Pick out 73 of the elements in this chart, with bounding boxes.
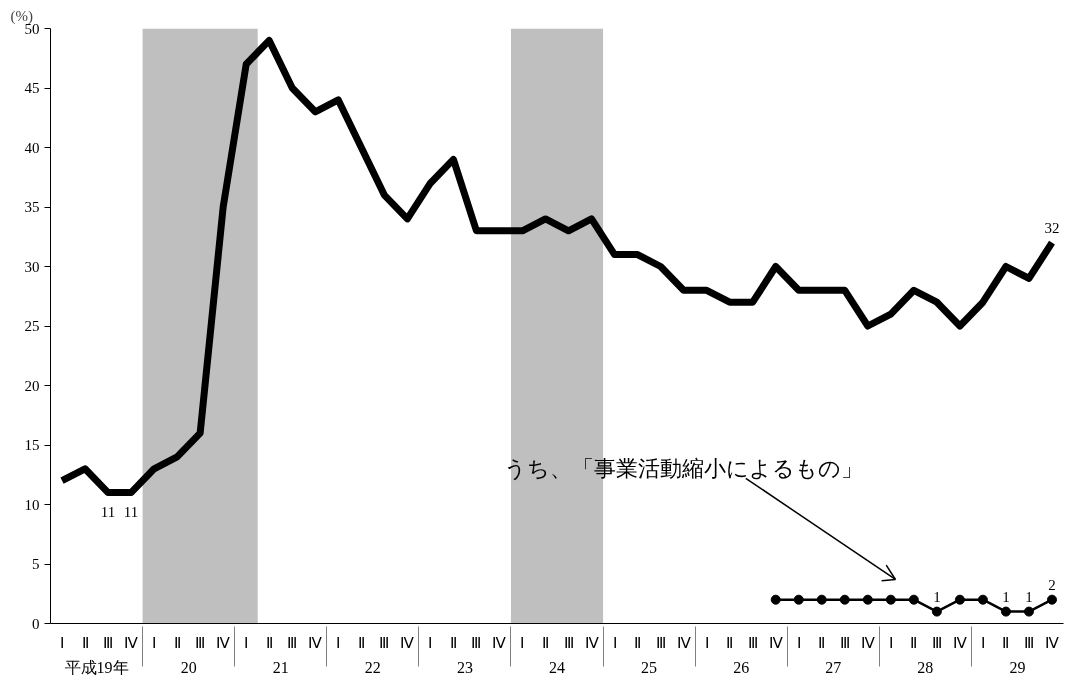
y-tick-label: 10 (24, 496, 40, 513)
x-tick-label: Ⅰ (980, 634, 985, 651)
y-tick-label: 35 (24, 199, 40, 215)
x-tick-label: Ⅱ (726, 634, 734, 651)
x-tick-label: Ⅲ (379, 634, 390, 651)
x-tick-label: Ⅳ (860, 634, 875, 651)
text: 27 (825, 658, 842, 676)
x-tick-label: Ⅱ (357, 634, 365, 651)
y-tick-label: 0 (32, 615, 40, 632)
x-tick-label: Ⅱ (1002, 634, 1010, 651)
x-tick-label: Ⅳ (124, 634, 139, 651)
x-tick-label: Ⅱ (81, 634, 89, 651)
x-tick-label: Ⅲ (747, 634, 758, 651)
annotation: うち、「事業活動縮小によるもの」 (504, 455, 864, 481)
x-tick-label: Ⅲ (655, 634, 666, 651)
text: 23 (456, 658, 473, 676)
x-tick-label: Ⅳ (308, 634, 323, 651)
text: 26 (733, 658, 750, 676)
y-tick-label: 25 (24, 318, 40, 334)
x-tick-label: Ⅳ (492, 634, 507, 651)
x-tick-label: Ⅳ (584, 634, 599, 651)
x-tick-label: Ⅲ (471, 634, 482, 651)
x-tick-label: Ⅱ (634, 634, 642, 651)
x-tick-label: Ⅲ (839, 634, 850, 651)
x-tick-label: Ⅰ (428, 634, 433, 651)
data-label: 1 (1002, 588, 1010, 605)
x-tick-label: Ⅳ (952, 634, 967, 651)
x-tick-label: Ⅳ (400, 634, 415, 651)
x-tick-label: Ⅲ (195, 634, 206, 651)
text: 25 (641, 658, 658, 676)
x-tick-label: Ⅱ (818, 634, 826, 651)
x-tick-label: Ⅲ (287, 634, 298, 651)
text: 22 (364, 658, 381, 676)
x-tick-label: Ⅲ (563, 634, 574, 651)
x-tick-label: Ⅲ (1023, 634, 1034, 651)
text: 21 (272, 658, 289, 676)
text: 28 (917, 658, 934, 676)
y-tick-label: 15 (24, 437, 40, 453)
x-tick-label: Ⅰ (244, 634, 249, 651)
text: 平成19年 (64, 658, 129, 676)
data-label: 32 (1044, 219, 1060, 236)
x-tick-label: Ⅱ (265, 634, 273, 651)
data-label: 1 (933, 588, 941, 605)
x-tick-label: Ⅳ (676, 634, 691, 651)
x-tick-label: Ⅰ (796, 634, 801, 651)
y-tick-label: 5 (32, 556, 40, 572)
x-tick-label: Ⅰ (336, 634, 341, 651)
x-tick-label: Ⅰ (152, 634, 157, 651)
x-tick-label: Ⅰ (888, 634, 893, 651)
data-label: 11 (123, 503, 139, 520)
data-label: 11 (100, 503, 116, 520)
y-tick-label: 20 (24, 377, 40, 394)
data-label: 2 (1048, 576, 1056, 593)
text: 24 (549, 658, 565, 676)
y-tick-label: 40 (24, 139, 40, 156)
x-tick-label: Ⅳ (1044, 634, 1059, 651)
x-tick-label: Ⅲ (103, 634, 114, 651)
text: 20 (180, 658, 197, 676)
data-label: 1 (1025, 588, 1033, 605)
x-tick-label: Ⅱ (449, 634, 457, 651)
x-tick-label: Ⅱ (173, 634, 181, 651)
x-tick-label: Ⅳ (216, 634, 231, 651)
y-tick-label: 45 (24, 80, 40, 96)
x-tick-label: Ⅳ (768, 634, 783, 651)
x-tick-label: Ⅰ (612, 634, 617, 651)
x-tick-label: Ⅰ (60, 634, 65, 651)
x-tick-label: Ⅲ (931, 634, 942, 651)
x-tick-label: Ⅱ (910, 634, 918, 651)
y-tick-label: 30 (24, 258, 40, 275)
x-tick-label: Ⅱ (541, 634, 549, 651)
x-tick-label: Ⅰ (520, 634, 525, 651)
x-tick-label: Ⅰ (704, 634, 709, 651)
text: 29 (1009, 658, 1026, 676)
